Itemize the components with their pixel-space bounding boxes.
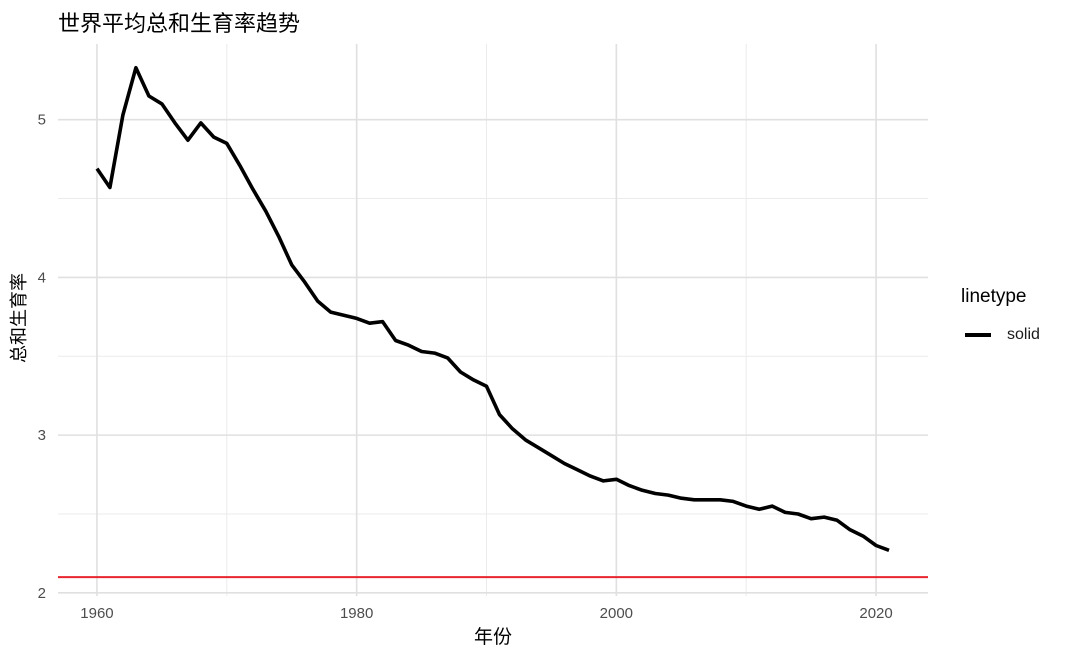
legend: linetype solid xyxy=(961,286,1040,344)
legend-title: linetype xyxy=(961,286,1027,307)
x-tick-label: 1960 xyxy=(80,605,113,622)
y-tick-label: 5 xyxy=(38,112,46,129)
series-line xyxy=(95,65,890,552)
x-axis-label: 年份 xyxy=(473,626,513,648)
legend-line-key xyxy=(965,333,991,337)
chart-title: 世界平均总和生育率趋势 xyxy=(58,12,301,37)
major-gridlines xyxy=(58,44,928,596)
y-tick-label: 4 xyxy=(38,269,46,286)
y-axis-label: 总和生育率 xyxy=(9,273,30,363)
x-tick-label: 1980 xyxy=(340,605,373,622)
legend-entry: solid xyxy=(961,326,1040,344)
minor-gridlines xyxy=(58,44,928,596)
y-tick-label: 2 xyxy=(38,585,46,602)
y-axis-ticks: 2 3 4 5 xyxy=(38,112,46,602)
y-tick-label: 3 xyxy=(38,427,46,444)
x-tick-label: 2020 xyxy=(859,605,892,622)
legend-entry-label: solid xyxy=(1007,326,1040,343)
x-tick-label: 2000 xyxy=(600,605,633,622)
data-series xyxy=(95,65,890,552)
x-axis-ticks: 1960 1980 2000 2020 xyxy=(80,605,892,622)
